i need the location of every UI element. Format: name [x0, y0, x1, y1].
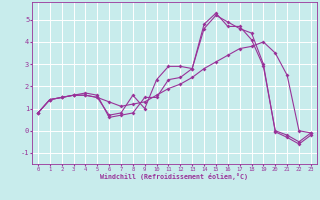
- X-axis label: Windchill (Refroidissement éolien,°C): Windchill (Refroidissement éolien,°C): [100, 173, 248, 180]
